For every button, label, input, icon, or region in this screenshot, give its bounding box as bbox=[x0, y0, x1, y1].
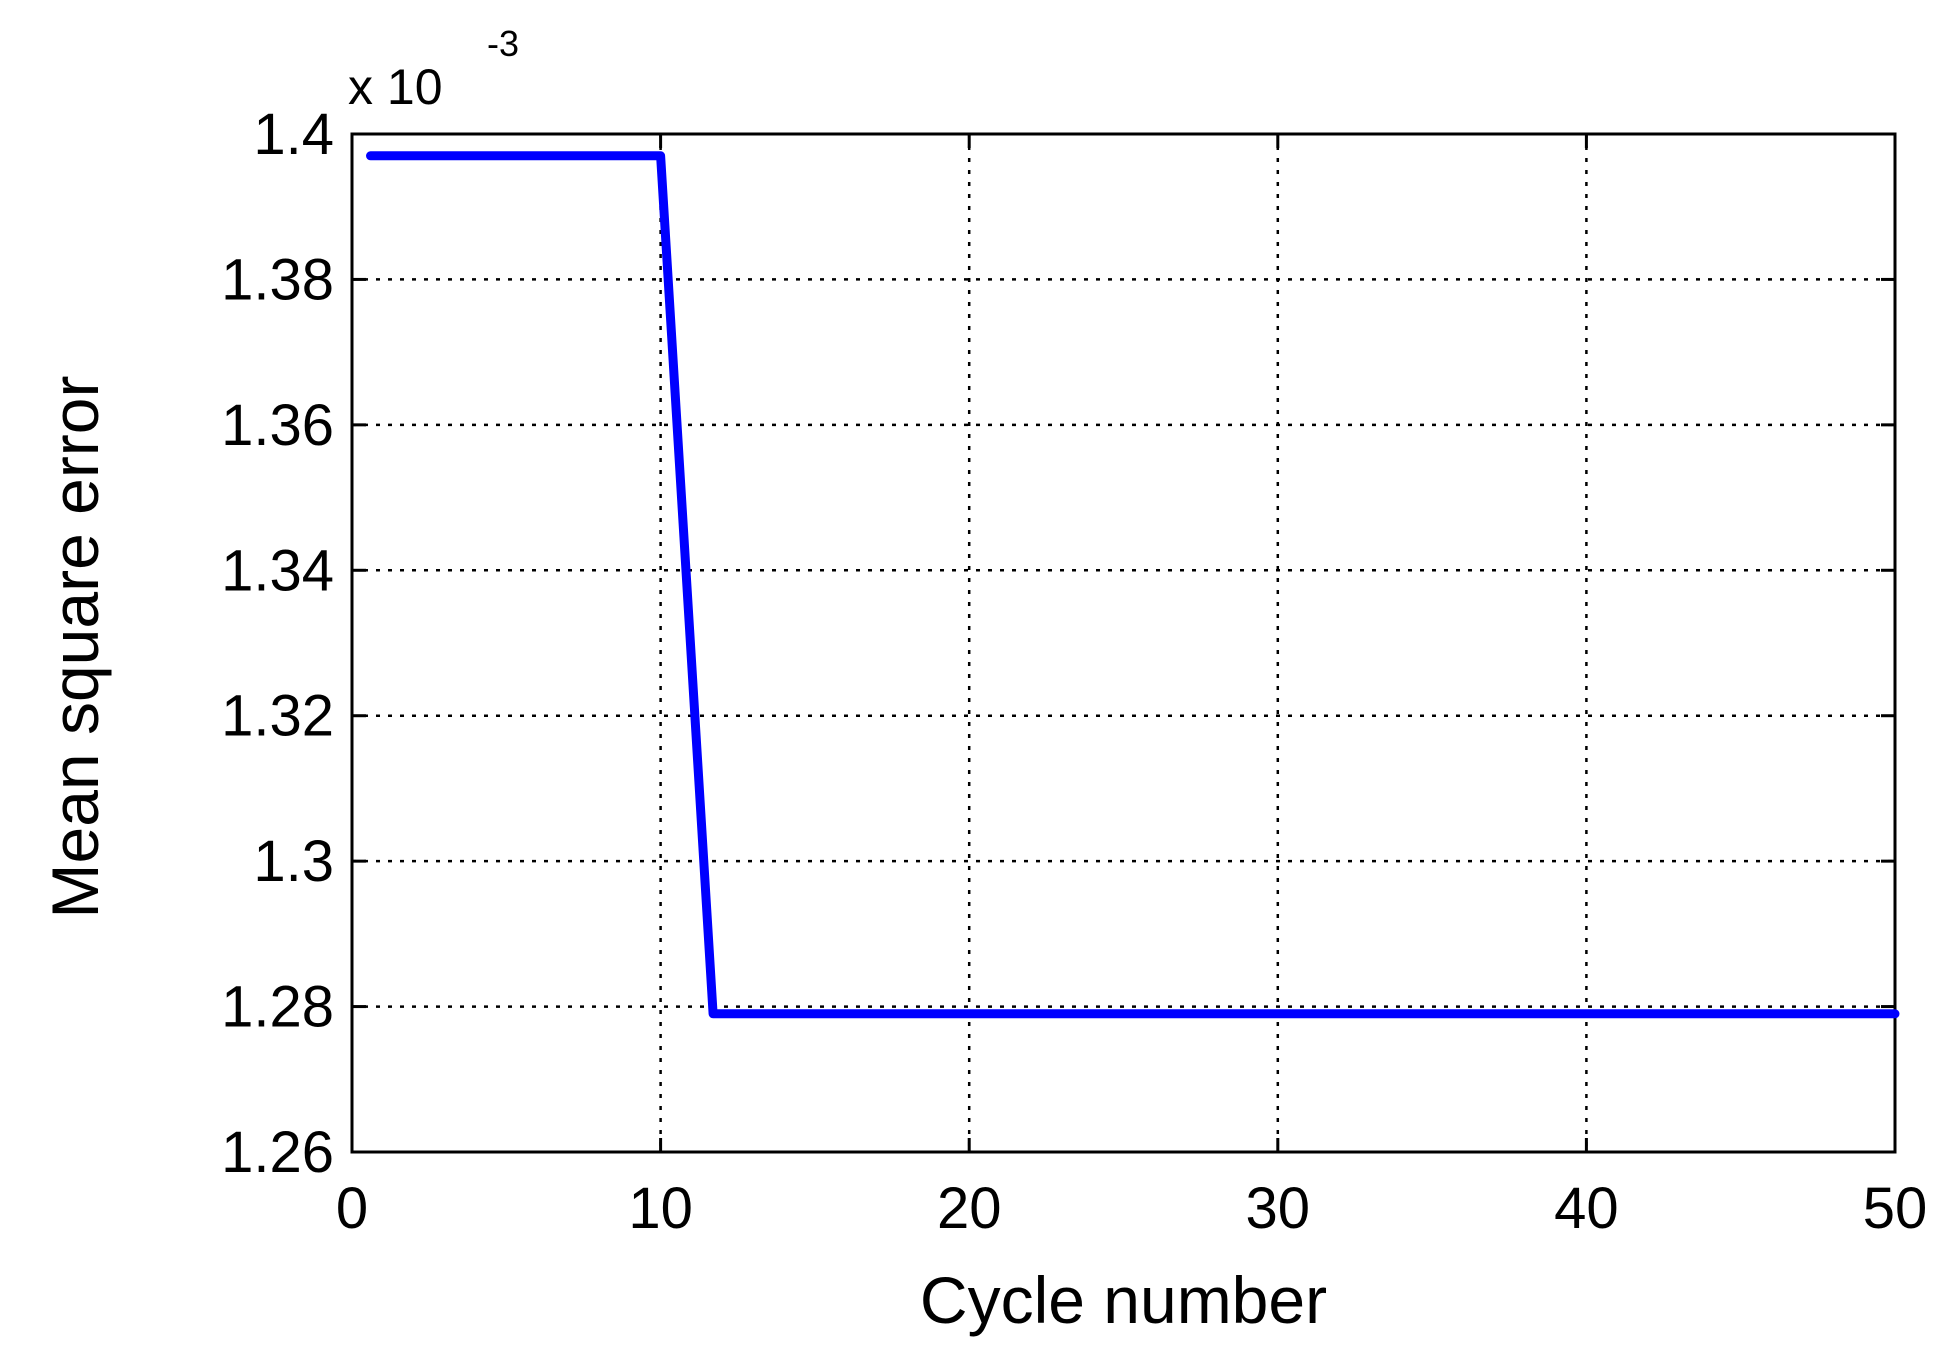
y-axis-multiplier: x 10 bbox=[348, 59, 443, 115]
y-tick-label: 1.32 bbox=[221, 684, 334, 749]
x-axis-tick-labels: 0 10 20 30 40 50 bbox=[336, 1176, 1927, 1241]
y-tick-label: 1.26 bbox=[221, 1120, 334, 1185]
y-tick-label: 1.34 bbox=[221, 538, 334, 603]
y-tick-label: 1.4 bbox=[253, 102, 334, 167]
x-tick-label: 30 bbox=[1246, 1176, 1311, 1241]
series-layer bbox=[366, 151, 1900, 1019]
grid-lines bbox=[352, 134, 1895, 1152]
series-line bbox=[366, 151, 1900, 1019]
x-tick-label: 20 bbox=[937, 1176, 1002, 1241]
y-axis-tick-labels: 1.26 1.28 1.3 1.32 1.34 1.36 1.38 1.4 bbox=[221, 102, 334, 1185]
x-axis-label: Cycle number bbox=[920, 1263, 1327, 1337]
x-tick-label: 50 bbox=[1863, 1176, 1928, 1241]
y-axis-label: Mean square error bbox=[38, 376, 112, 919]
plot-area-frame bbox=[350, 132, 1897, 1154]
y-axis-multiplier-exponent: -3 bbox=[487, 23, 519, 64]
y-tick-label: 1.28 bbox=[221, 975, 334, 1040]
y-tick-label: 1.36 bbox=[221, 393, 334, 458]
x-tick-label: 10 bbox=[628, 1176, 693, 1241]
x-tick-label: 0 bbox=[336, 1176, 368, 1241]
y-tick-label: 1.3 bbox=[253, 829, 334, 894]
y-tick-label: 1.38 bbox=[221, 247, 334, 312]
x-tick-label: 40 bbox=[1554, 1176, 1619, 1241]
axis-ticks bbox=[350, 132, 1897, 1154]
